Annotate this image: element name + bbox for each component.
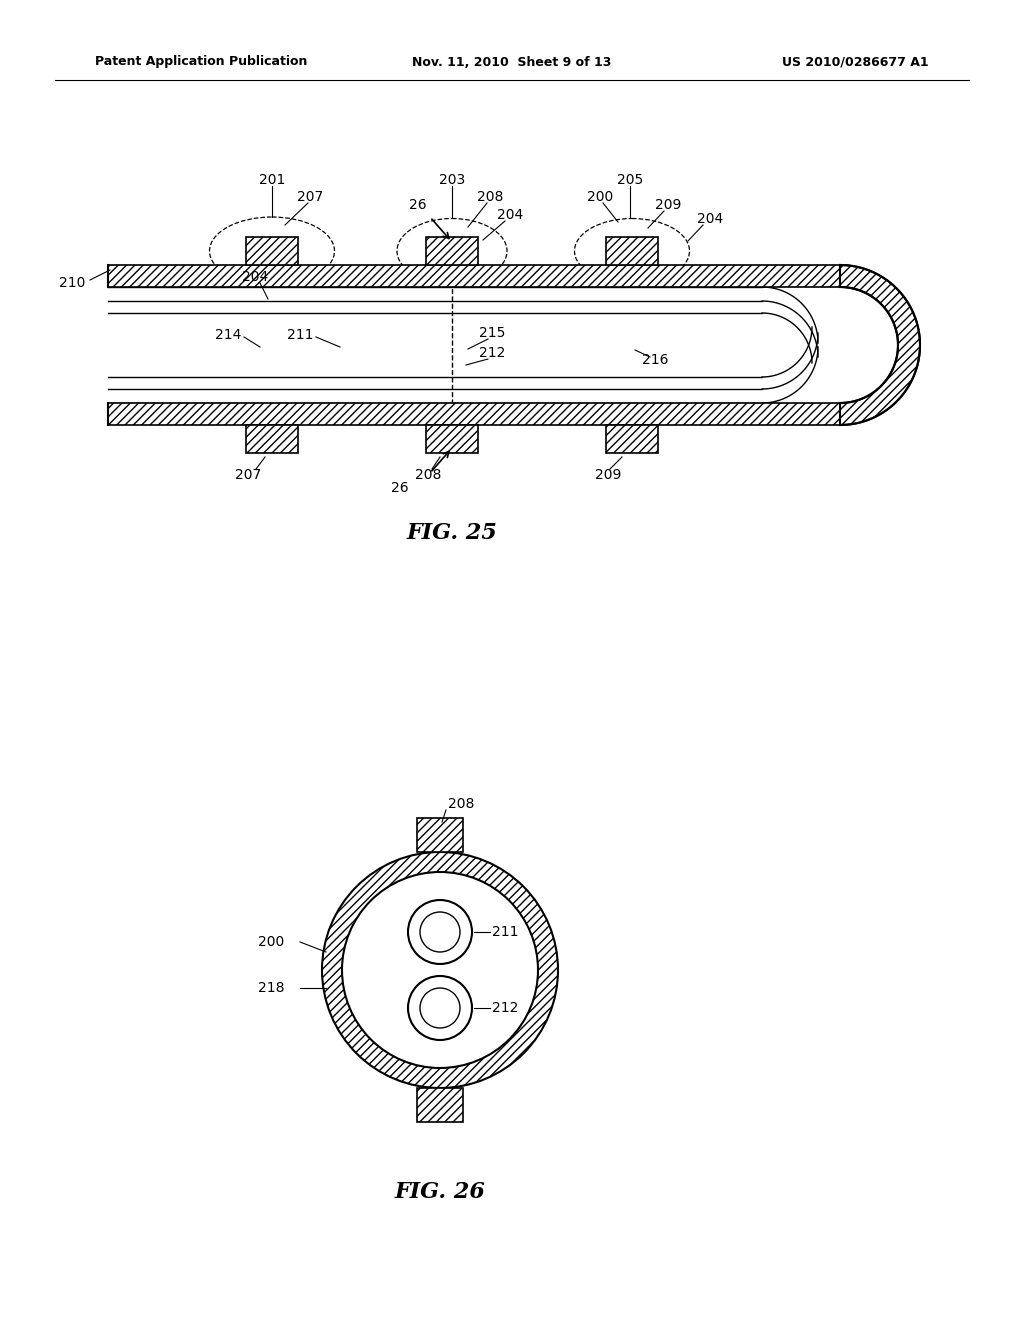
Text: 201: 201 <box>259 173 286 187</box>
Text: 218: 218 <box>258 981 285 995</box>
Text: 209: 209 <box>595 469 622 482</box>
Text: 207: 207 <box>297 190 324 205</box>
Text: 204: 204 <box>242 271 268 284</box>
Circle shape <box>408 975 472 1040</box>
Text: 208: 208 <box>477 190 503 205</box>
Bar <box>246 238 298 265</box>
Text: 209: 209 <box>654 198 681 213</box>
Text: 203: 203 <box>439 173 465 187</box>
Text: US 2010/0286677 A1: US 2010/0286677 A1 <box>782 55 929 69</box>
Bar <box>606 425 658 453</box>
Text: FIG. 25: FIG. 25 <box>407 521 498 544</box>
Circle shape <box>322 851 558 1088</box>
Bar <box>426 425 478 453</box>
Text: Nov. 11, 2010  Sheet 9 of 13: Nov. 11, 2010 Sheet 9 of 13 <box>413 55 611 69</box>
Bar <box>246 425 298 453</box>
Bar <box>606 238 658 265</box>
Text: 208: 208 <box>415 469 441 482</box>
Text: 207: 207 <box>234 469 261 482</box>
Text: 211: 211 <box>287 327 313 342</box>
Text: 210: 210 <box>58 276 85 290</box>
Bar <box>108 265 840 286</box>
Bar <box>246 238 298 265</box>
Text: FIG. 26: FIG. 26 <box>394 1181 485 1203</box>
Text: 212: 212 <box>479 346 505 360</box>
Bar <box>417 1088 463 1122</box>
Bar <box>108 265 840 286</box>
Circle shape <box>342 873 538 1068</box>
Text: 200: 200 <box>587 190 613 205</box>
Bar <box>606 238 658 265</box>
Bar <box>417 1088 463 1122</box>
Text: 200: 200 <box>258 935 285 949</box>
Bar <box>417 818 463 851</box>
Text: 208: 208 <box>449 797 474 810</box>
Text: 211: 211 <box>492 925 518 939</box>
Circle shape <box>408 900 472 964</box>
Text: 26: 26 <box>410 198 427 213</box>
Text: 214: 214 <box>215 327 242 342</box>
Bar <box>426 425 478 453</box>
Bar <box>108 403 840 425</box>
Text: 204: 204 <box>697 213 723 226</box>
Bar <box>426 238 478 265</box>
Bar <box>606 425 658 453</box>
Text: 205: 205 <box>616 173 643 187</box>
Text: 26: 26 <box>391 480 409 495</box>
Text: 212: 212 <box>492 1001 518 1015</box>
Text: Patent Application Publication: Patent Application Publication <box>95 55 307 69</box>
Bar <box>417 818 463 851</box>
Bar <box>246 425 298 453</box>
Text: 215: 215 <box>479 326 505 341</box>
Text: 216: 216 <box>642 352 669 367</box>
Polygon shape <box>840 265 920 425</box>
Circle shape <box>420 912 460 952</box>
Text: 204: 204 <box>497 209 523 222</box>
Circle shape <box>420 987 460 1028</box>
Bar <box>108 403 840 425</box>
Bar <box>426 238 478 265</box>
